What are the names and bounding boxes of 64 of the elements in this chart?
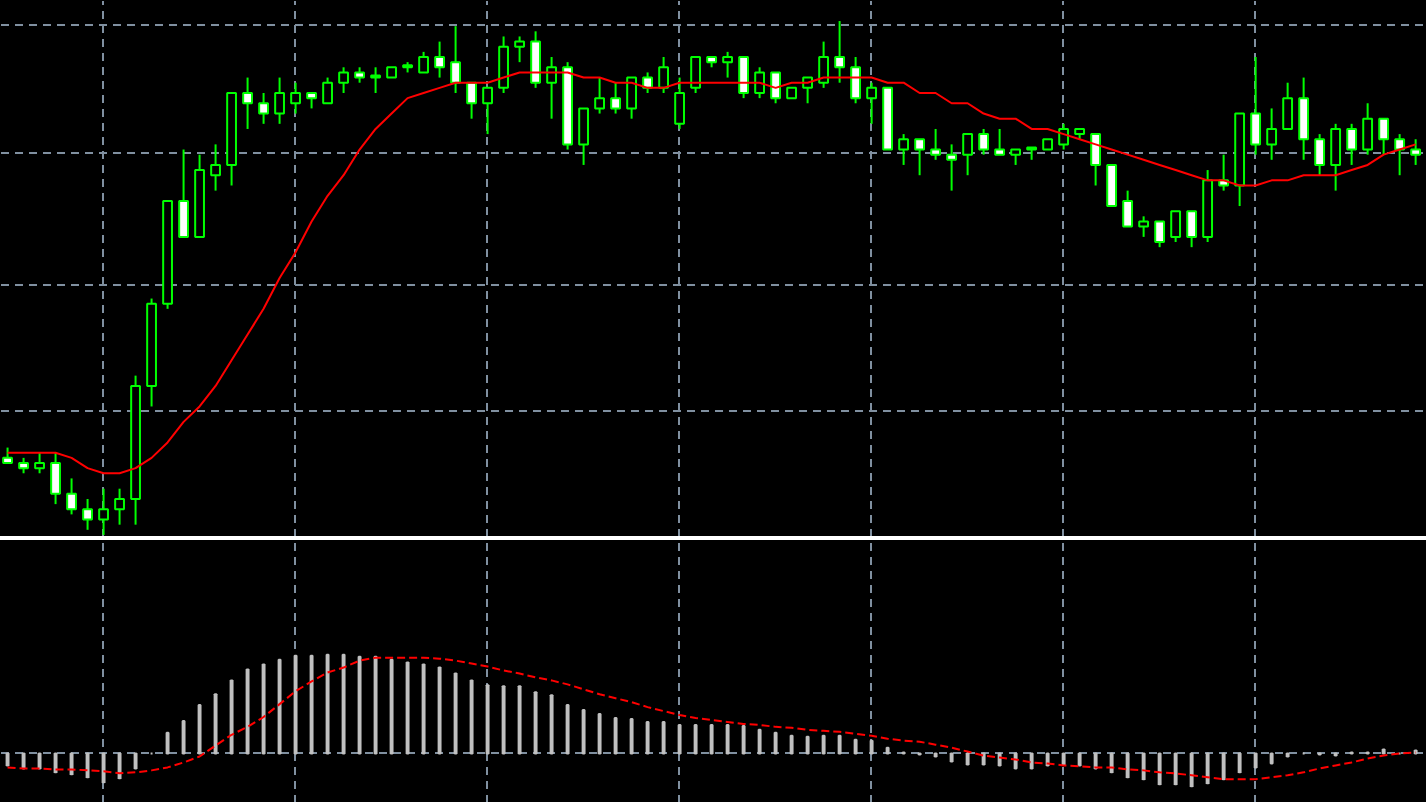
candlestick bbox=[1362, 102, 1374, 156]
candlestick bbox=[658, 56, 669, 94]
candlestick bbox=[370, 66, 381, 94]
candlestick bbox=[898, 133, 910, 166]
candlestick bbox=[866, 81, 878, 125]
candlestick bbox=[466, 81, 477, 120]
candlestick bbox=[450, 25, 461, 94]
candlestick bbox=[1410, 138, 1422, 166]
candlestick bbox=[482, 86, 493, 136]
candlestick bbox=[322, 76, 333, 105]
candlestick bbox=[210, 143, 221, 192]
candlestick bbox=[1106, 163, 1118, 208]
candlestick bbox=[98, 487, 109, 536]
candlestick bbox=[1330, 122, 1342, 192]
candlestick bbox=[1394, 133, 1406, 177]
candlestick bbox=[1266, 107, 1278, 161]
candlestick bbox=[1090, 133, 1102, 187]
candlestick bbox=[82, 497, 93, 531]
candlestick bbox=[50, 451, 61, 506]
candlestick bbox=[114, 487, 125, 526]
candlestick bbox=[258, 91, 269, 125]
candlestick bbox=[1138, 215, 1150, 238]
candlestick bbox=[1314, 133, 1326, 177]
candlestick bbox=[914, 138, 926, 177]
candlestick bbox=[338, 66, 349, 94]
candlestick bbox=[1250, 56, 1262, 156]
candlestick bbox=[930, 127, 942, 161]
candlestick bbox=[418, 50, 429, 74]
candlestick bbox=[978, 127, 990, 156]
candlestick bbox=[834, 20, 846, 84]
candlestick bbox=[1378, 117, 1390, 156]
candlestick bbox=[1282, 81, 1294, 130]
candlestick bbox=[818, 40, 830, 89]
candlestick bbox=[434, 40, 445, 79]
candlestick bbox=[34, 451, 45, 475]
candlestick bbox=[626, 76, 637, 120]
candlestick bbox=[1170, 210, 1182, 244]
candlestick bbox=[274, 76, 285, 125]
candlestick bbox=[1298, 76, 1310, 161]
candlestick bbox=[66, 477, 77, 516]
candlestick bbox=[1154, 220, 1166, 249]
candlestick bbox=[498, 35, 509, 94]
candlestick bbox=[738, 56, 749, 100]
candlestick bbox=[850, 56, 862, 105]
candlestick bbox=[1186, 210, 1198, 249]
candlestick bbox=[290, 81, 301, 115]
candlestick bbox=[594, 76, 605, 115]
candlestick bbox=[178, 148, 189, 238]
candlestick bbox=[946, 143, 958, 192]
candlestick bbox=[610, 81, 621, 115]
candlestick bbox=[530, 30, 541, 89]
candlestick bbox=[242, 76, 253, 130]
candlestick bbox=[546, 56, 557, 120]
candlestick bbox=[994, 127, 1006, 156]
candlestick bbox=[1122, 189, 1134, 228]
candlestick bbox=[690, 56, 701, 94]
candlestick bbox=[674, 76, 685, 130]
candlestick bbox=[770, 71, 781, 105]
candlestick bbox=[722, 50, 733, 79]
candlestick bbox=[962, 133, 974, 177]
candlestick bbox=[514, 35, 525, 64]
candlestick bbox=[1346, 122, 1358, 166]
candlestick bbox=[754, 66, 765, 100]
candlestick bbox=[578, 107, 589, 166]
